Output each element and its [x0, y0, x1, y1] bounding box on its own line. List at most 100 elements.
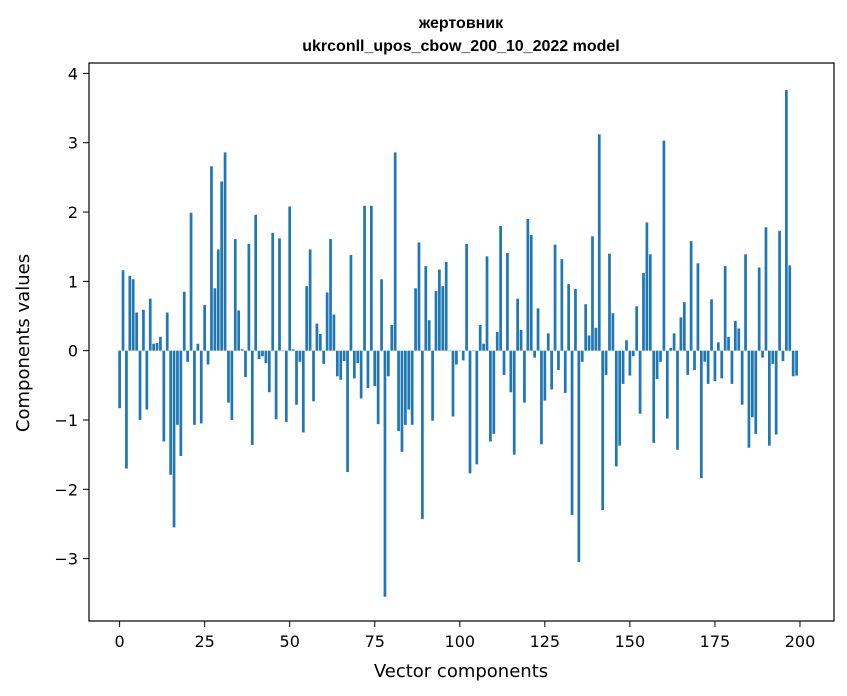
bar	[203, 304, 207, 351]
bar	[574, 288, 577, 351]
bar	[604, 350, 608, 375]
bar	[686, 350, 690, 375]
bar	[536, 308, 540, 351]
bar	[506, 252, 509, 351]
bar	[431, 350, 434, 421]
bar	[713, 350, 717, 382]
bar	[131, 279, 135, 351]
bar	[346, 350, 349, 472]
bar	[128, 275, 132, 351]
bar	[257, 350, 261, 359]
bar	[631, 350, 635, 357]
y-tick-label: 1	[68, 272, 78, 291]
bar	[665, 350, 669, 419]
bar	[727, 336, 730, 351]
x-tick-label: 175	[700, 632, 731, 651]
bar	[223, 152, 227, 351]
bar	[363, 205, 366, 351]
bar	[390, 325, 394, 351]
bar	[733, 320, 737, 351]
bar	[696, 263, 700, 351]
bar	[567, 284, 571, 351]
bar	[407, 350, 411, 410]
bar	[352, 350, 356, 379]
bar	[543, 350, 547, 401]
x-tick-label: 25	[194, 632, 214, 651]
bar	[301, 350, 305, 433]
bar	[206, 350, 210, 365]
bar	[577, 350, 581, 563]
bar	[424, 266, 428, 351]
bar	[730, 350, 734, 384]
bar	[308, 249, 312, 351]
bar	[182, 291, 186, 351]
bar	[421, 350, 424, 520]
bar	[502, 350, 506, 375]
bar	[468, 350, 472, 474]
bar	[652, 350, 656, 443]
x-tick-label: 75	[365, 632, 385, 651]
bar	[750, 350, 754, 418]
bar	[356, 350, 360, 364]
bar	[635, 306, 639, 351]
bar	[240, 349, 244, 351]
bar	[771, 350, 775, 364]
bar	[689, 241, 693, 351]
bar	[455, 350, 458, 365]
bar	[400, 350, 404, 452]
bar	[254, 214, 258, 351]
y-tick-label: 2	[68, 203, 78, 222]
bar	[155, 343, 159, 351]
bar	[196, 343, 200, 351]
bar	[366, 350, 370, 389]
bar	[475, 350, 479, 465]
bar	[369, 205, 373, 351]
y-tick-label: −2	[54, 480, 78, 499]
bar	[380, 279, 383, 351]
bar	[672, 333, 676, 351]
bar	[676, 350, 679, 450]
bar	[625, 340, 628, 351]
bar	[281, 350, 285, 352]
bar	[284, 350, 288, 423]
bar	[176, 350, 179, 425]
bar	[264, 350, 268, 364]
bar	[570, 350, 574, 515]
bar	[495, 331, 499, 351]
bar	[611, 313, 615, 351]
bar	[720, 350, 724, 379]
bar	[288, 206, 292, 351]
bar	[706, 350, 710, 384]
bar	[546, 333, 550, 351]
bar	[118, 350, 121, 409]
bar	[267, 350, 271, 393]
bar	[193, 350, 196, 425]
bar	[213, 288, 217, 351]
bar	[699, 350, 703, 479]
bar	[444, 261, 448, 351]
bar	[512, 350, 516, 455]
bar	[662, 140, 666, 351]
bar	[434, 291, 438, 351]
bar	[339, 350, 343, 380]
bar	[757, 267, 761, 351]
bar	[199, 350, 203, 424]
bar	[417, 242, 421, 351]
bar	[580, 350, 584, 362]
bar	[295, 350, 298, 405]
bar	[325, 292, 329, 351]
x-tick-label: 150	[615, 632, 646, 651]
bar	[329, 239, 332, 351]
bar	[563, 350, 567, 393]
bar	[376, 350, 380, 425]
bar	[740, 350, 744, 405]
bar	[648, 254, 652, 351]
y-tick-label: 4	[68, 64, 78, 83]
bar	[642, 273, 645, 351]
bar	[591, 236, 594, 351]
x-tick-label: 100	[445, 632, 476, 651]
bar	[165, 312, 169, 351]
bar	[614, 350, 618, 467]
bar	[318, 334, 322, 351]
bar	[237, 310, 241, 351]
